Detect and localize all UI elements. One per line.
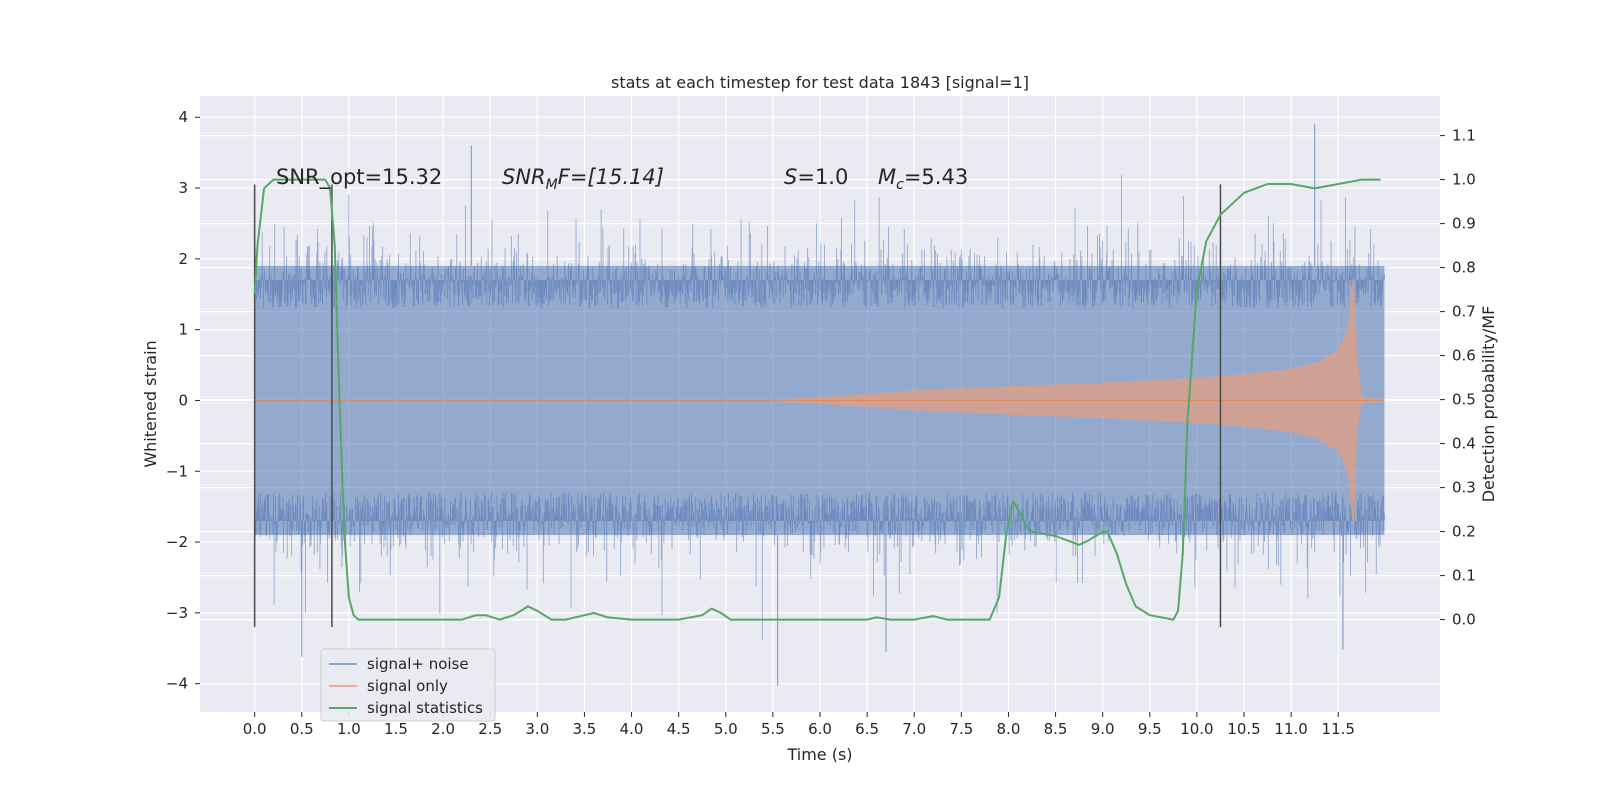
s-annotation: S=1.0	[784, 165, 848, 189]
y2-tick-label: 0.5	[1452, 391, 1476, 409]
x-tick-label: 3.0	[525, 720, 549, 738]
x-tick-label: 9.0	[1091, 720, 1115, 738]
y-tick-label: −3	[166, 604, 188, 622]
x-tick-label: 10.0	[1180, 720, 1213, 738]
y-tick-label: 3	[178, 179, 188, 197]
y-axis-label: Whitened strain	[141, 340, 160, 467]
y-tick-label: −4	[166, 675, 188, 693]
snr-opt-annotation: SNR_opt=15.32	[276, 165, 442, 190]
y-tick-label: −1	[166, 462, 188, 480]
x-tick-label: 7.0	[902, 720, 926, 738]
y2-axis-ticks: 1.1 1.0 0.9 0.8 0.7 0.6 0.5 0.4 0.3 0.2 0.1 0.0	[1440, 127, 1476, 629]
x-tick-label: 9.5	[1138, 720, 1162, 738]
x-tick-label: 11.0	[1274, 720, 1307, 738]
x-tick-label: 10.5	[1227, 720, 1260, 738]
y2-tick-label: 0.1	[1452, 567, 1476, 585]
x-tick-label: 4.0	[620, 720, 644, 738]
legend-box	[320, 648, 496, 722]
legend-label-signal-only: signal only	[367, 677, 448, 695]
x-tick-label: 7.5	[949, 720, 973, 738]
y2-tick-label: 1.0	[1452, 171, 1476, 189]
legend: signal+ noise signal only signal statist…	[320, 648, 496, 722]
y-tick-label: 1	[178, 321, 188, 339]
y2-tick-label: 1.1	[1452, 127, 1476, 145]
y2-tick-label: 0.0	[1452, 611, 1476, 629]
x-tick-label: 11.5	[1322, 720, 1355, 738]
signal-statistics-line	[253, 178, 1381, 621]
annotations: SNR_opt=15.32 SNRMF=[15.14] S=1.0 Mc=5.4…	[276, 165, 968, 193]
x-tick-label: 5.0	[714, 720, 738, 738]
signal-only-series	[254, 276, 1385, 525]
y2-axis-label: Detection probability/MF	[1479, 306, 1498, 503]
legend-label-signal-statistics: signal statistics	[367, 699, 483, 717]
y2-tick-label: 0.8	[1452, 259, 1476, 277]
x-tick-label: 5.5	[761, 720, 785, 738]
mc-annotation: Mc=5.43	[878, 165, 968, 193]
x-tick-label: 4.5	[667, 720, 691, 738]
x-tick-label: 1.5	[384, 720, 408, 738]
y2-tick-label: 0.2	[1452, 523, 1476, 541]
x-axis-label: Time (s)	[786, 745, 852, 764]
x-tick-label: 0.5	[290, 720, 314, 738]
legend-label-signal-noise: signal+ noise	[367, 655, 469, 673]
y2-tick-label: 0.9	[1452, 215, 1476, 233]
chart-title: stats at each timestep for test data 184…	[611, 73, 1029, 92]
x-tick-label: 2.5	[478, 720, 502, 738]
x-tick-label: 2.0	[431, 720, 455, 738]
x-tick-label: 6.0	[808, 720, 832, 738]
y2-tick-label: 0.6	[1452, 347, 1476, 365]
signal-statistics-series	[253, 178, 1381, 621]
x-axis-ticks: 0.0 0.5 1.0 1.5 2.0 2.5 3.0 3.5 4.0 4.5 5.0 5.5 6.0 6…	[243, 712, 1355, 738]
y-tick-label: 4	[178, 108, 188, 126]
x-tick-label: 8.5	[1044, 720, 1068, 738]
y2-tick-label: 0.7	[1452, 303, 1476, 321]
y-axis-ticks: 4 3 2 1 0 −1 −2 −3 −4	[166, 108, 200, 693]
marker-lines	[253, 184, 1222, 628]
y2-tick-label: 0.3	[1452, 479, 1476, 497]
x-tick-label: 0.0	[243, 720, 267, 738]
x-tick-label: 1.0	[337, 720, 361, 738]
y-tick-label: −2	[166, 533, 188, 551]
snr-mf-annotation: SNRMF=[15.14]	[502, 165, 664, 193]
y2-tick-label: 0.4	[1452, 435, 1476, 453]
y-tick-label: 2	[178, 250, 188, 268]
x-tick-label: 3.5	[573, 720, 597, 738]
x-tick-label: 8.0	[997, 720, 1021, 738]
x-tick-label: 6.5	[855, 720, 879, 738]
y-tick-label: 0	[178, 391, 188, 409]
